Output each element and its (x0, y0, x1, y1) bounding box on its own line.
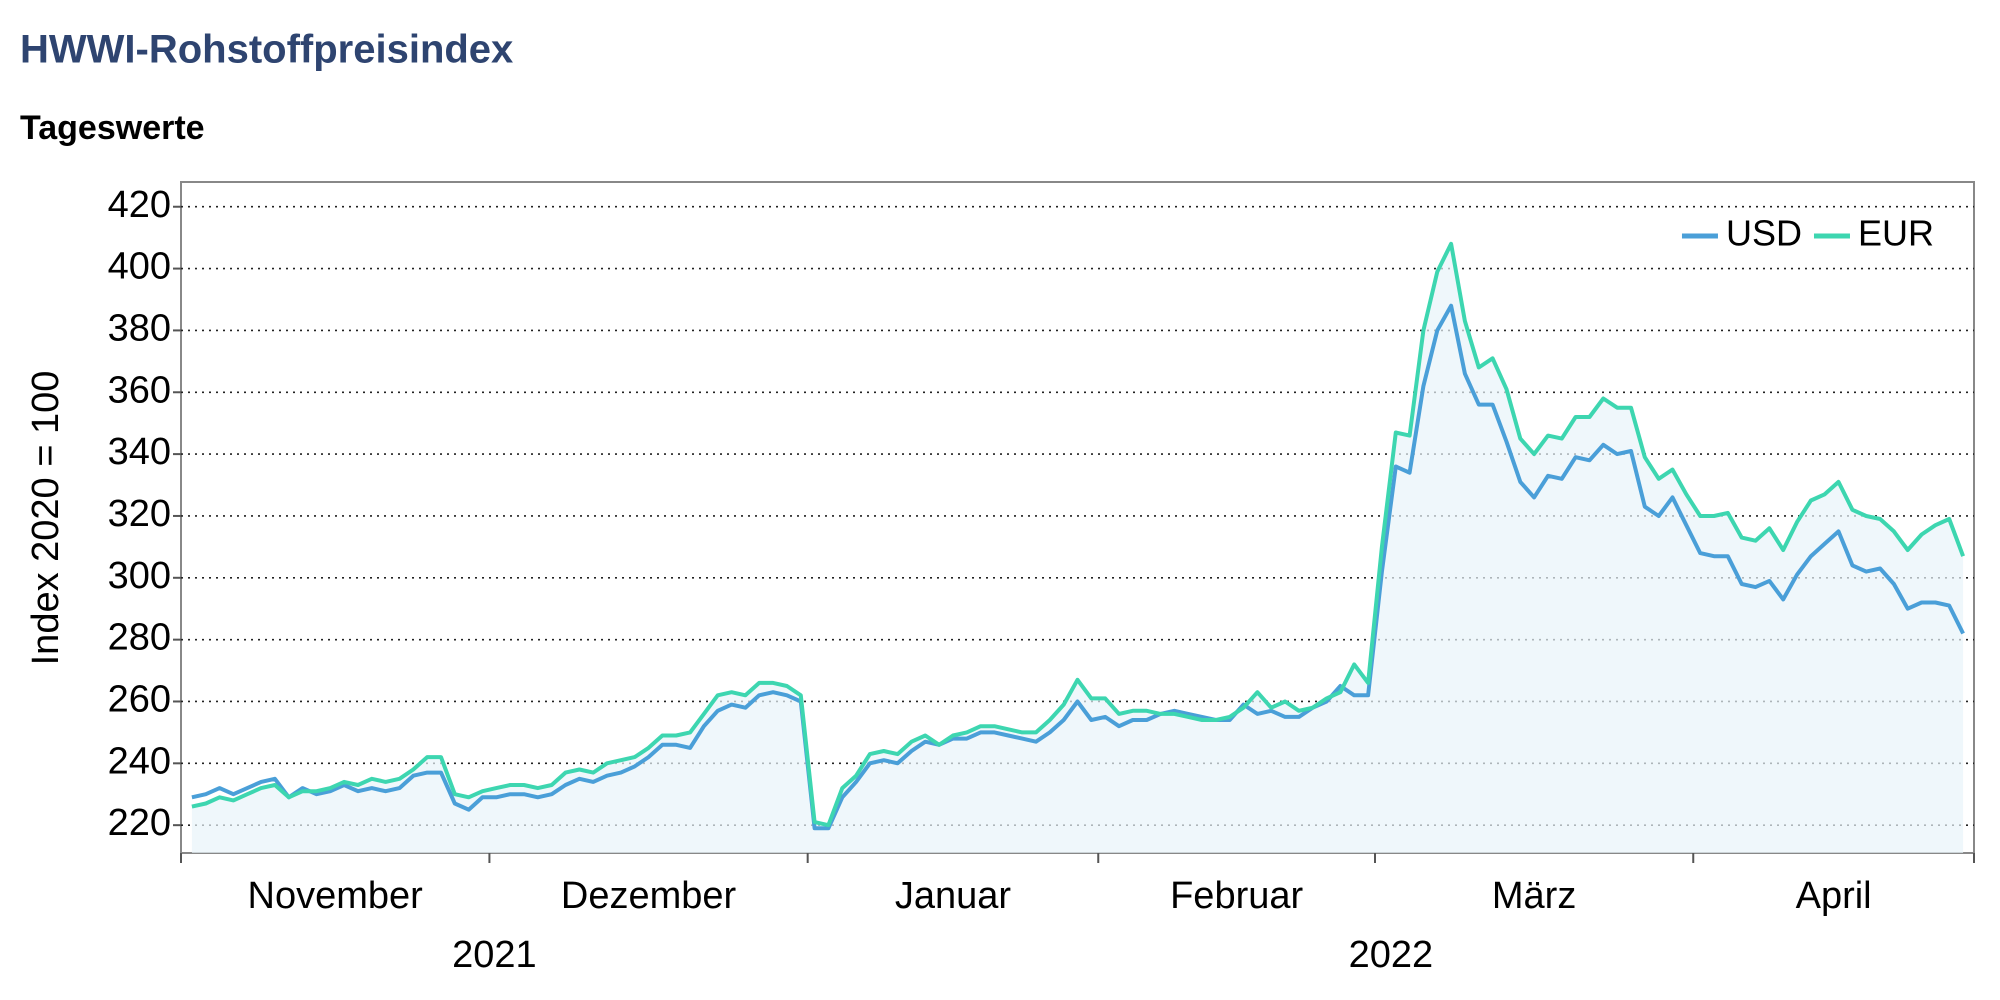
y-tick-label: 400 (108, 246, 171, 288)
y-tick-label: 320 (108, 493, 171, 535)
series-line (191, 303, 1965, 831)
y-axis-label: Index 2020 = 100 (25, 371, 67, 666)
x-group-label: 2021 (452, 934, 537, 976)
y-tick-label: 240 (108, 740, 171, 782)
chart-title: HWWI-Rohstoffpreisindex (20, 28, 513, 72)
x-tick-label: April (1796, 875, 1872, 917)
y-tick-label: 420 (108, 184, 171, 226)
x-tick-label: März (1492, 875, 1576, 917)
y-tick-label: 380 (108, 307, 171, 349)
x-tick-label: Februar (1170, 875, 1303, 917)
y-tick-label: 280 (108, 617, 171, 659)
y-tick-label: 360 (108, 369, 171, 411)
y-tick-label: 220 (108, 802, 171, 844)
y-tick-label: 300 (108, 555, 171, 597)
legend-label: USD (1726, 213, 1802, 254)
chart-subtitle: Tageswerte (20, 109, 205, 147)
legend-label: EUR (1858, 213, 1934, 254)
x-tick-label: Januar (895, 875, 1012, 917)
x-group-label: 2022 (1349, 934, 1434, 976)
x-tick-label: Dezember (561, 875, 737, 917)
y-tick-label: 340 (108, 431, 171, 473)
series-line (191, 241, 1965, 828)
area-fill (191, 243, 1964, 853)
y-tick-label: 260 (108, 679, 171, 721)
x-tick-label: November (248, 875, 424, 917)
